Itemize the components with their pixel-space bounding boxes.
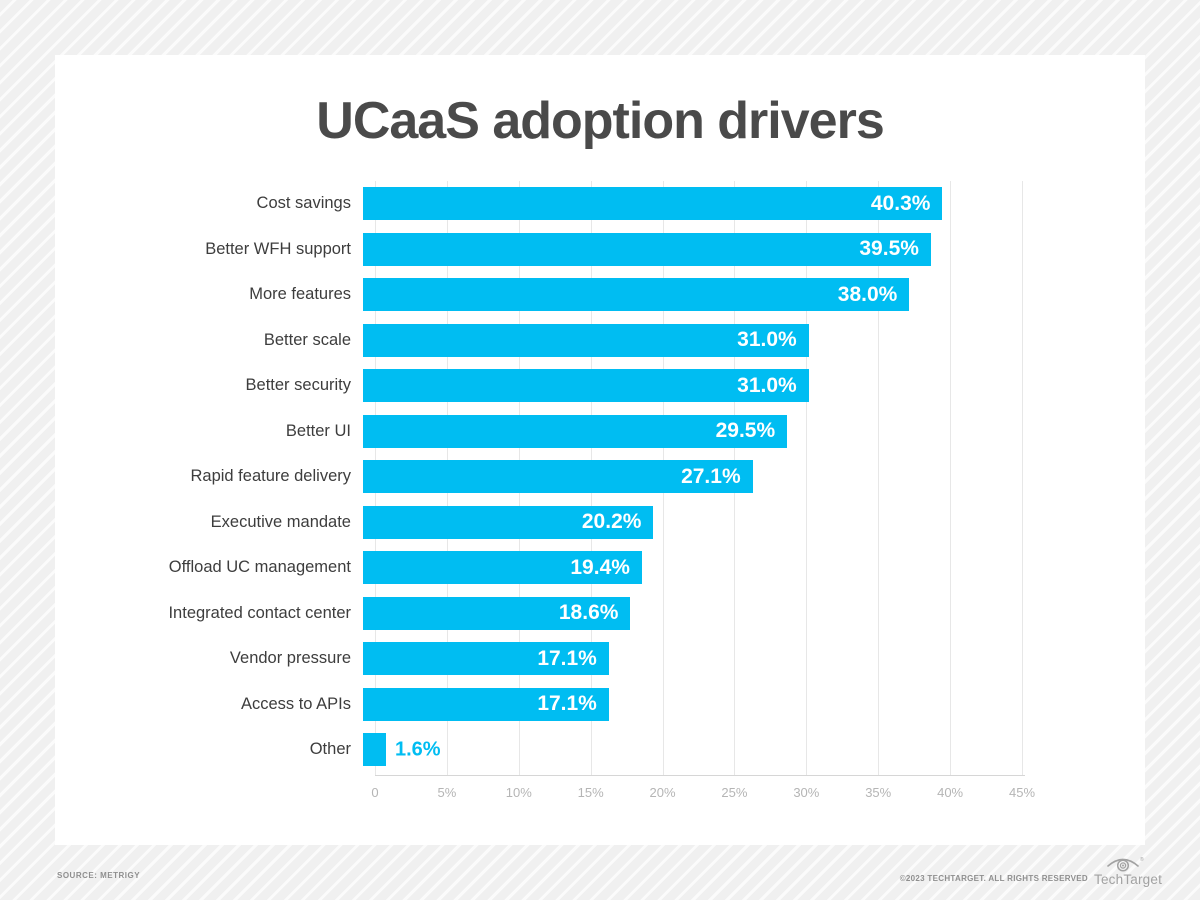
bar-value-label: 38.0% <box>837 282 898 306</box>
bar-row: Executive mandate 20.2% <box>55 500 1027 546</box>
bar-value-label: 40.3% <box>870 191 931 215</box>
bar-value-label: 1.6% <box>395 738 441 761</box>
eye-icon: ® <box>1107 856 1144 872</box>
bar-value-label: 17.1% <box>537 646 597 670</box>
bar-area: 40.3% <box>363 187 1027 221</box>
x-tick-label: 25% <box>721 785 748 800</box>
bar: 27.1% <box>363 460 753 494</box>
bar-row: Better security 31.0% <box>55 363 1027 409</box>
bar-value-label: 29.5% <box>715 419 776 443</box>
logo-text: TechTarget <box>1094 872 1163 887</box>
category-label: Other <box>309 740 351 759</box>
bar: 17.1% <box>363 687 609 721</box>
bar-row: Rapid feature delivery 27.1% <box>55 454 1027 500</box>
bar-value-label: 31.0% <box>737 328 797 352</box>
chart-card: UCaaS adoption drivers Cost savings 40.3%… <box>55 55 1145 845</box>
bar: 20.2% <box>363 505 654 539</box>
bar <box>363 733 386 767</box>
gridline <box>1022 181 1023 775</box>
source-label: SOURCE: METRIGY <box>57 871 141 880</box>
category-label: Executive mandate <box>210 512 351 531</box>
bar-area: 31.0% <box>363 323 1027 357</box>
svg-text:®: ® <box>1140 856 1144 863</box>
x-axis-ticks: 0 5% 10% 15% 20% 25% 30% 35% 40% 45% <box>371 785 1035 805</box>
bar-value-label: 17.1% <box>537 692 597 716</box>
bar-row: Integrated contact center 18.6% <box>55 591 1027 637</box>
bar: 38.0% <box>363 278 910 312</box>
chart-title: UCaaS adoption drivers <box>316 92 884 150</box>
bar-row: Better WFH support 39.5% <box>55 227 1027 273</box>
x-tick-label: 10% <box>505 785 532 800</box>
category-label: Better WFH support <box>205 239 351 258</box>
gridline <box>950 181 952 775</box>
gridline <box>878 181 880 775</box>
bar: 29.5% <box>363 414 788 448</box>
bar-area: 17.1% <box>363 687 1027 721</box>
bar-area: 27.1% <box>363 460 1027 494</box>
bar-row: Cost savings 40.3% <box>55 181 1027 227</box>
x-tick-label: 0 <box>371 785 379 800</box>
bar-value-label: 20.2% <box>581 510 642 534</box>
bar-area: 20.2% <box>363 505 1027 539</box>
copyright-label: ©2023 TECHTARGET. ALL RIGHTS RESERVED <box>899 874 1088 883</box>
category-label: Better security <box>245 376 351 395</box>
bar-value-label: 27.1% <box>681 464 741 488</box>
x-tick-label: 5% <box>437 785 457 800</box>
bar-row: Other 1.6% <box>55 727 1027 773</box>
category-label: More features <box>249 285 351 304</box>
bar-row: Better scale 31.0% <box>55 318 1027 364</box>
bar-area: 19.4% <box>363 551 1027 585</box>
bar-row: Vendor pressure 17.1% <box>55 636 1027 682</box>
category-label: Better scale <box>263 330 351 349</box>
category-label: Vendor pressure <box>229 649 351 668</box>
category-label: Access to APIs <box>240 694 351 713</box>
bar-value-label: 31.0% <box>737 373 797 397</box>
bar-rows: Cost savings 40.3% Better WFH support 39.5%… <box>55 181 1027 773</box>
bar-row: More features 38.0% <box>55 272 1027 318</box>
techtarget-logo: ® TechTarget <box>1094 855 1163 887</box>
x-tick-label: 40% <box>937 785 964 800</box>
bar-area: 18.6% <box>363 596 1027 630</box>
bar: 18.6% <box>363 596 631 630</box>
bar-area: 39.5% <box>363 232 1027 266</box>
bar-value-label: 19.4% <box>570 555 630 579</box>
bar-row: Offload UC management 19.4% <box>55 545 1027 591</box>
bar: 31.0% <box>363 369 809 403</box>
bar-area: 17.1% <box>363 642 1027 676</box>
x-tick-label: 15% <box>577 785 604 800</box>
category-label: Cost savings <box>256 194 351 213</box>
bar-area: 29.5% <box>363 414 1027 448</box>
bar-area: 1.6% <box>363 733 1027 767</box>
bar-value-label: 18.6% <box>558 601 619 625</box>
bar-area: 31.0% <box>363 369 1027 403</box>
x-tick-label: 20% <box>649 785 676 800</box>
bar-row: Better UI 29.5% <box>55 409 1027 455</box>
bar: 31.0% <box>363 323 809 357</box>
bar: 40.3% <box>363 187 943 221</box>
x-axis-line <box>375 775 1025 776</box>
bar-row: Access to APIs 17.1% <box>55 682 1027 728</box>
x-tick-label: 30% <box>793 785 820 800</box>
category-label: Better UI <box>285 421 351 440</box>
x-tick-label: 45% <box>1008 785 1036 800</box>
bar: 39.5% <box>363 232 931 266</box>
bar: 17.1% <box>363 642 609 676</box>
category-label: Integrated contact center <box>168 603 351 622</box>
bar-value-label: 39.5% <box>859 237 919 261</box>
category-label: Rapid feature delivery <box>190 467 351 486</box>
bar: 19.4% <box>363 551 642 585</box>
gridline <box>806 181 808 775</box>
bar-area: 38.0% <box>363 278 1027 312</box>
category-label: Offload UC management <box>168 558 351 577</box>
x-tick-label: 35% <box>865 785 892 800</box>
bar-chart: Cost savings 40.3% Better WFH support 39.5%… <box>55 181 1035 841</box>
